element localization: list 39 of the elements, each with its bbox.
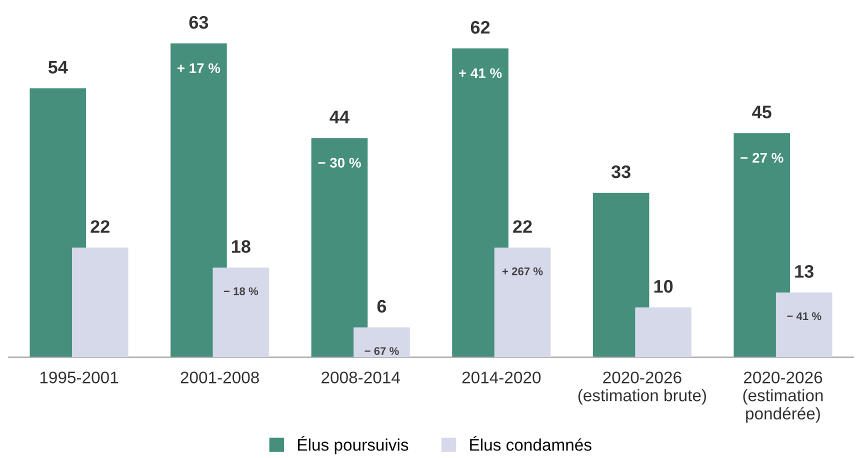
x-tick-label: 2020-2026 (estimation pondérée) — [743, 372, 823, 423]
data-label: 22 — [513, 220, 532, 233]
data-label: 54 — [48, 60, 68, 74]
annotation: + 267 % — [502, 267, 543, 276]
data-label: 6 — [377, 300, 386, 313]
annotation: + 17 % — [177, 63, 220, 74]
data-label: 10 — [654, 280, 673, 293]
bar — [452, 48, 508, 358]
bar — [635, 307, 692, 358]
data-label: 63 — [189, 16, 208, 29]
data-label: 62 — [470, 20, 490, 34]
bar — [354, 327, 410, 358]
bar — [776, 292, 832, 358]
bar — [311, 138, 368, 358]
annotation: − 67 % — [364, 347, 399, 355]
bar — [170, 43, 227, 358]
annotation: − 30 % — [318, 158, 361, 168]
data-label: 22 — [90, 220, 110, 233]
data-label: 44 — [330, 110, 350, 124]
x-tick-label: 2020-2026 (estimation brute) — [578, 372, 706, 405]
bar — [734, 133, 790, 358]
legend-label: Élus poursuivis — [298, 436, 408, 454]
data-label: 33 — [611, 165, 630, 178]
data-label: 18 — [232, 240, 250, 253]
x-tick-label: 2001-2008 — [180, 372, 259, 384]
annotation: + 41 % — [459, 68, 502, 78]
legend-label: Élus condamnés — [470, 436, 592, 451]
annotation: − 27 % — [740, 152, 784, 163]
x-tick-label: 2008-2014 — [322, 372, 400, 384]
x-tick-label: 2014-2020 — [462, 372, 541, 384]
x-tick-label: 1995-2001 — [40, 372, 118, 384]
bar — [212, 268, 270, 358]
bar — [592, 192, 650, 358]
annotation: − 41 % — [787, 312, 822, 320]
data-label: 45 — [752, 106, 772, 118]
bar — [72, 248, 128, 358]
annotation: − 18 % — [224, 287, 258, 296]
data-label: 13 — [795, 265, 814, 278]
bar — [494, 248, 551, 358]
